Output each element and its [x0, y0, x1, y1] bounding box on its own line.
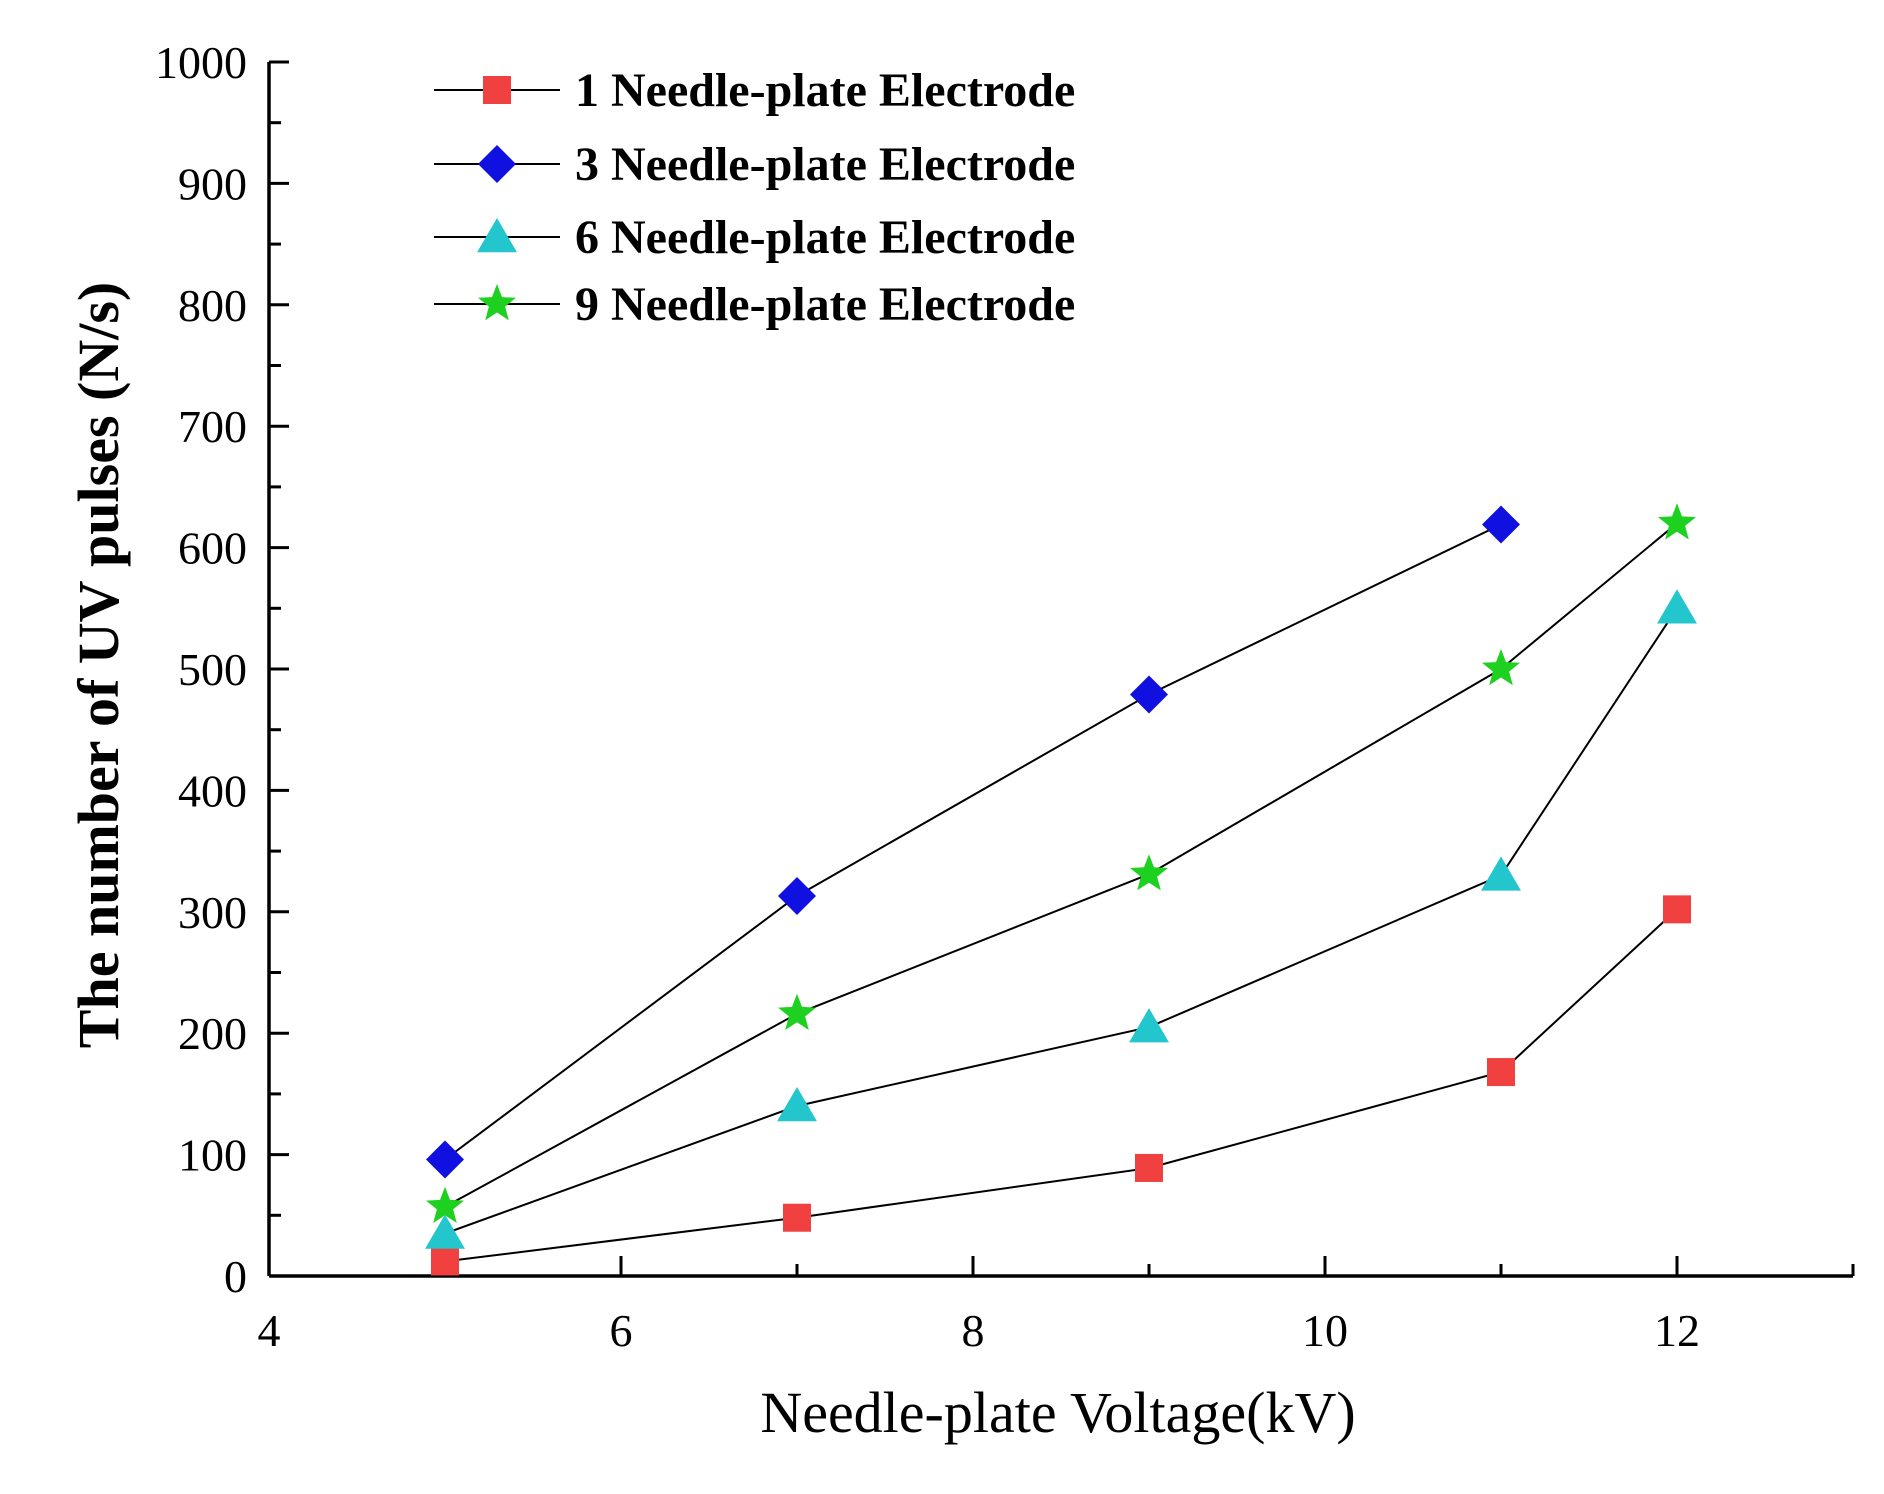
legend-item: 3 Needle-plate Electrode [434, 138, 1075, 191]
data-point-star [778, 993, 816, 1030]
data-point-square [783, 1203, 811, 1232]
data-point-triangle [1129, 1008, 1169, 1043]
data-point-diamond [426, 1140, 464, 1179]
legend-item: 6 Needle-plate Electrode [434, 211, 1075, 264]
data-point-triangle [1481, 856, 1521, 891]
x-tick-label: 6 [610, 1305, 633, 1356]
x-tick-label: 4 [258, 1305, 281, 1356]
series-3 [425, 589, 1697, 1249]
series-line [444, 522, 1678, 1208]
data-point-triangle [425, 1214, 465, 1249]
x-tick-label: 10 [1302, 1305, 1348, 1356]
y-tick-label: 0 [224, 1251, 247, 1302]
data-point-square [1487, 1058, 1515, 1087]
data-point-square [1135, 1153, 1163, 1182]
data-point-star [1482, 649, 1520, 686]
series-1 [431, 895, 1691, 1276]
y-axis-title: The number of UV pulses (N/s) [66, 282, 131, 1048]
y-tick-label: 1000 [155, 37, 247, 88]
data-point-diamond [778, 877, 816, 916]
data-point-triangle [1657, 589, 1697, 624]
data-point-star [426, 1186, 464, 1223]
y-tick-label: 200 [178, 1008, 247, 1059]
data-point-triangle [777, 1087, 817, 1122]
y-tick-label: 500 [178, 644, 247, 695]
data-point-square [1663, 895, 1691, 924]
y-tick-label: 600 [178, 523, 247, 574]
legend-label: 9 Needle-plate Electrode [575, 278, 1075, 331]
legend-marker-square [483, 76, 511, 104]
legend-label: 3 Needle-plate Electrode [575, 138, 1075, 191]
legend-marker-star [478, 284, 516, 321]
y-tick-label: 800 [178, 280, 247, 331]
data-point-star [1658, 503, 1696, 540]
x-tick-label: 12 [1654, 1305, 1700, 1356]
y-tick-label: 400 [178, 765, 247, 816]
legend-label: 6 Needle-plate Electrode [575, 211, 1075, 264]
data-point-star [1130, 854, 1168, 891]
legend-marker-triangle [477, 218, 517, 253]
y-tick-label: 900 [178, 158, 247, 209]
x-axis-title: Needle-plate Voltage(kV) [760, 1380, 1355, 1445]
data-point-diamond [1482, 505, 1520, 544]
series-line [444, 607, 1678, 1235]
data-point-square [431, 1247, 459, 1276]
series-4 [426, 503, 1696, 1223]
legend-item: 9 Needle-plate Electrode [434, 278, 1075, 331]
series-line [444, 523, 1502, 1161]
legend-label: 1 Needle-plate Electrode [575, 64, 1075, 117]
y-tick-label: 300 [178, 887, 247, 938]
y-tick-label: 100 [178, 1130, 247, 1181]
series-2 [426, 505, 1520, 1179]
legend-marker-diamond [478, 145, 516, 183]
legend-item: 1 Needle-plate Electrode [434, 64, 1075, 117]
x-tick-label: 8 [962, 1305, 985, 1356]
data-point-diamond [1130, 675, 1168, 714]
y-tick-label: 700 [178, 401, 247, 452]
